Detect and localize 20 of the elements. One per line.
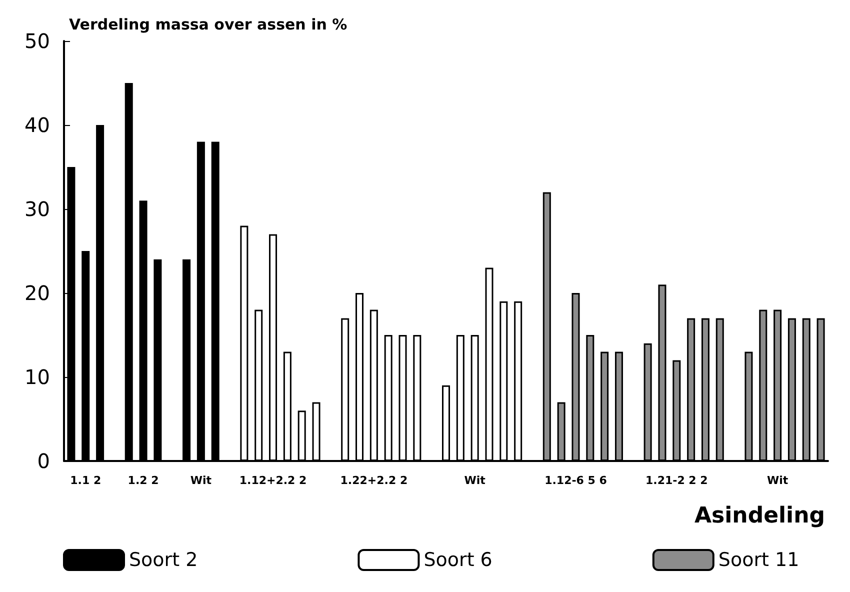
x-tick-label: 1.12-6 5 6 (544, 474, 608, 487)
y-tick-label: 20 (24, 281, 50, 305)
legend-label: Soort 2 (129, 549, 198, 571)
chart-title: Verdeling massa over assen in % (69, 16, 348, 34)
x-tick-label: 1.21-2 2 2 (645, 474, 708, 487)
x-tick-label: Wit (190, 474, 212, 487)
legend-label: Soort 11 (718, 549, 800, 571)
x-tick-label: Wit (766, 474, 788, 487)
y-tick-label: 10 (24, 365, 50, 389)
legend-label: Soort 6 (424, 549, 492, 571)
x-axis-title: Asindeling (694, 504, 826, 528)
x-tick-label: Wit (464, 474, 486, 487)
y-tick-label: 40 (24, 113, 50, 137)
x-tick-label: 1.1 2 (70, 474, 102, 487)
y-tick-label: 30 (24, 197, 50, 221)
y-tick-label: 0 (37, 449, 50, 473)
x-tick-label: 1.12+2.2 2 (239, 474, 307, 487)
x-tick-label: 1.22+2.2 2 (340, 474, 408, 487)
y-tick-label: 50 (24, 29, 50, 53)
x-tick-label: 1.2 2 (128, 474, 159, 487)
